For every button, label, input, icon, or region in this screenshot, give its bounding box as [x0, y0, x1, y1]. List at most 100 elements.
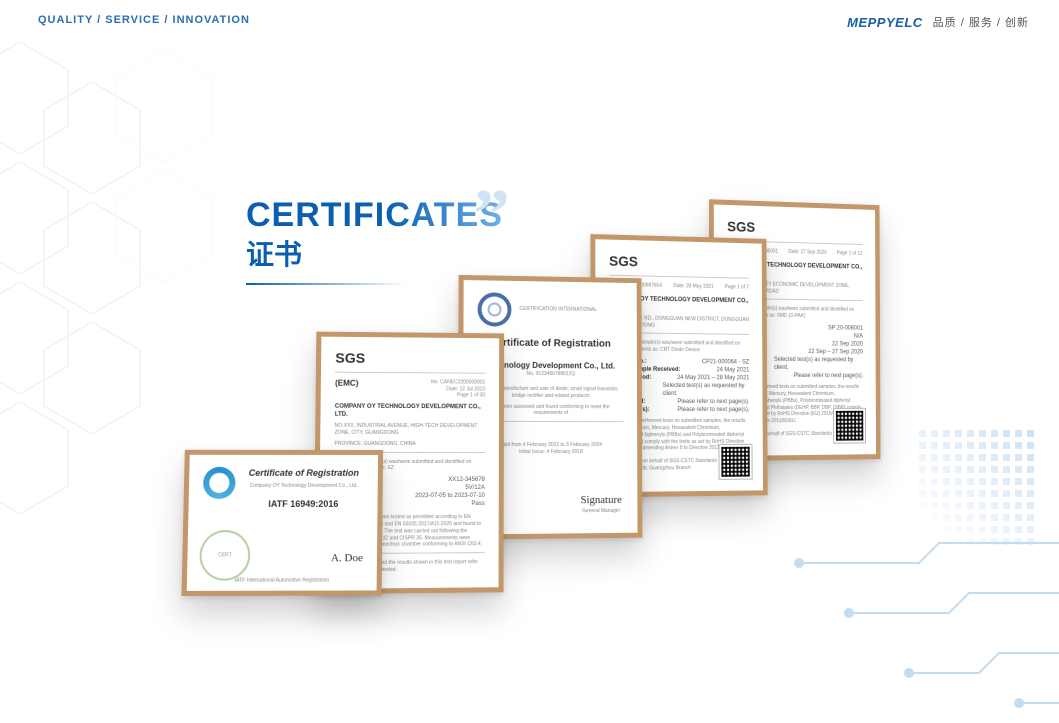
dot [967, 430, 974, 437]
qr-code-icon [719, 445, 751, 479]
cert4-f2v: 24 May 2021 [717, 366, 750, 374]
dot [943, 478, 950, 485]
dot [991, 490, 998, 497]
cert3-watermark: CERTIFICATION INTERNATIONAL [519, 307, 597, 314]
dot [943, 490, 950, 497]
dot [955, 526, 962, 533]
dot [1015, 478, 1022, 485]
dot [979, 454, 986, 461]
dot [1003, 454, 1010, 461]
cert2-tv: 2023-07-05 to 2023-07-10 [415, 492, 485, 500]
dot [1027, 526, 1034, 533]
dot [931, 430, 938, 437]
cert4-date: Date: 28 May 2021 [673, 283, 713, 291]
dot [931, 514, 938, 521]
dot [991, 526, 998, 533]
cert3-signer: General Manager [580, 508, 621, 515]
dot [979, 490, 986, 497]
dot [1027, 514, 1034, 521]
tagline-left: QUALITY / SERVICE / INNOVATION [38, 14, 250, 26]
ci-ring-icon [478, 292, 512, 326]
header: QUALITY / SERVICE / INNOVATION MEPPYELC … [0, 14, 1059, 38]
dot [991, 538, 998, 545]
cert2-rv: 5V/12A [465, 484, 485, 492]
dot [991, 478, 998, 485]
dot [967, 502, 974, 509]
dot [967, 538, 974, 545]
dot [955, 454, 962, 461]
dot [1015, 502, 1022, 509]
dot [1015, 490, 1022, 497]
dot [955, 442, 962, 449]
dot [943, 442, 950, 449]
dot [931, 490, 938, 497]
dot [1003, 430, 1010, 437]
cert2-page: Page 1 of 30 [431, 393, 485, 400]
dot [991, 502, 998, 509]
cert1-standard: IATF 16949:2016 [243, 498, 364, 510]
dot [931, 466, 938, 473]
cert5-f6v: Please refer to next page(s). [794, 372, 863, 380]
dot [991, 430, 998, 437]
dot [955, 466, 962, 473]
cert4-page: Page 1 of 7 [725, 284, 749, 291]
dot [1015, 526, 1022, 533]
cert2-company: COMPANY OY TECHNOLOGY DEVELOPMENT CO., L… [335, 403, 485, 420]
dot [1003, 514, 1010, 521]
dot [943, 526, 950, 533]
cert4-f6v: Please refer to next page(s). [678, 406, 750, 414]
cert5-f2v: N/A [854, 333, 863, 341]
dot [1027, 454, 1034, 461]
dot [1027, 466, 1034, 473]
dot [991, 514, 998, 521]
dot [967, 490, 974, 497]
dot [979, 538, 986, 545]
cert5-date: Date: 27 Sep 2020 [788, 249, 827, 257]
dot [1003, 502, 1010, 509]
dot [979, 526, 986, 533]
dot [955, 490, 962, 497]
brand-block: MEPPYELC 品质 / 服务 / 创新 [847, 14, 1029, 30]
dot [955, 538, 962, 545]
dot [979, 466, 986, 473]
dot [967, 514, 974, 521]
cert1-footer: IATF International Automotive Registrati… [187, 578, 377, 585]
dot [1027, 538, 1034, 545]
cert2-title2: (EMC) [335, 379, 358, 390]
cert2-addr1: NO.XXX, INDUSTRIAL AVENUE, HIGH-TECH DEV… [334, 423, 485, 437]
cert2-addr2: PROVINCE, GUANGDONG, CHINA [334, 441, 485, 448]
dot [1027, 490, 1034, 497]
brand-logo: MEPPYELC [847, 15, 923, 30]
dot [1003, 466, 1010, 473]
dot [943, 466, 950, 473]
dot [955, 502, 962, 509]
dot [1003, 526, 1010, 533]
dot [1003, 442, 1010, 449]
dot [991, 454, 998, 461]
dot [991, 466, 998, 473]
cert4-f1v: CP21-000064 - SZ [702, 358, 749, 366]
dot [967, 454, 974, 461]
cert2-no: No. CANEC2200000001 [431, 379, 485, 386]
green-stamp-icon: CERT [199, 530, 251, 581]
cert5-f1v: SP 20-006001 [828, 324, 863, 332]
sgs-logo: SGS [727, 217, 862, 240]
dot [979, 502, 986, 509]
cert1-sub: Company OY Technology Development Co., L… [243, 483, 363, 490]
cert5-f5v: Selected test(s) as requested by client. [774, 356, 863, 373]
signature-icon: Signature [580, 493, 621, 508]
certificates-stage: SGS No. SZHEC2014006001 Date: 27 Sep 202… [170, 190, 930, 630]
iatf-seal-icon [203, 467, 236, 499]
dot [955, 478, 962, 485]
cert1-heading: Certificate of Registration [244, 467, 364, 479]
dot [967, 466, 974, 473]
sgs-logo: SGS [335, 349, 485, 369]
dot [955, 430, 962, 437]
certificate-iatf: Certificate of Registration Company OY T… [181, 450, 383, 596]
dot [979, 442, 986, 449]
dot [1015, 538, 1022, 545]
cert4-f4v: Selected test(s) as requested by client. [662, 382, 749, 398]
signature-icon: A. Doe [331, 551, 363, 566]
dot [1015, 466, 1022, 473]
cert2-mv: XX12-345678 [448, 476, 485, 484]
